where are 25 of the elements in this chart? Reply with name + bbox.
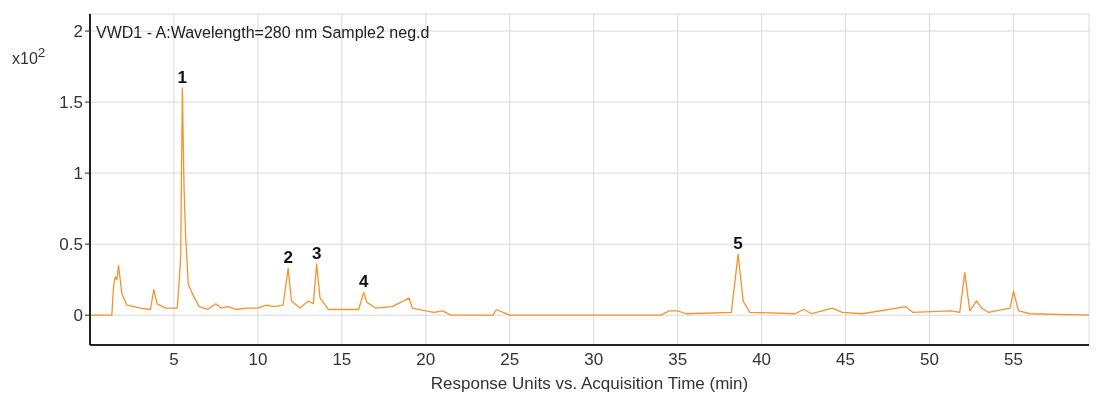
annotation: 1 — [177, 67, 188, 87]
annotation: 5 — [733, 234, 743, 254]
x-tick-label: 5 — [169, 350, 179, 370]
text: VWD1 - A:Wavelength=280 nm Sample2 neg.d — [96, 24, 430, 41]
y-tick-label: 2 — [73, 22, 83, 42]
x-tick-label: 20 — [416, 350, 436, 370]
y-tick-label: 0 — [73, 306, 83, 326]
x-tick-label: 30 — [584, 350, 604, 370]
y-tick-label: 1 — [73, 164, 83, 184]
y-tick-label: 0.5 — [59, 235, 83, 255]
x-tick-label: 40 — [752, 350, 772, 370]
x-tick-label: 50 — [920, 350, 939, 370]
y-tick-label: 1.5 — [59, 93, 83, 113]
annotation: 4 — [358, 272, 369, 292]
x-tick-label: 10 — [248, 350, 268, 370]
x-axis-title: Response Units vs. Acquisition Time (min) — [430, 374, 749, 393]
x-tick-label: 55 — [1003, 350, 1023, 370]
x-tick-label: 45 — [836, 350, 856, 370]
line-series — [90, 87, 1089, 316]
x-tick-label: 25 — [500, 350, 520, 370]
annotation: 3 — [311, 244, 322, 264]
x-tick-label: 35 — [668, 350, 688, 370]
x-tick-label: 15 — [332, 350, 352, 370]
y-axis-title: x10$^{2}$ — [12, 44, 46, 67]
annotation: 2 — [283, 248, 293, 268]
